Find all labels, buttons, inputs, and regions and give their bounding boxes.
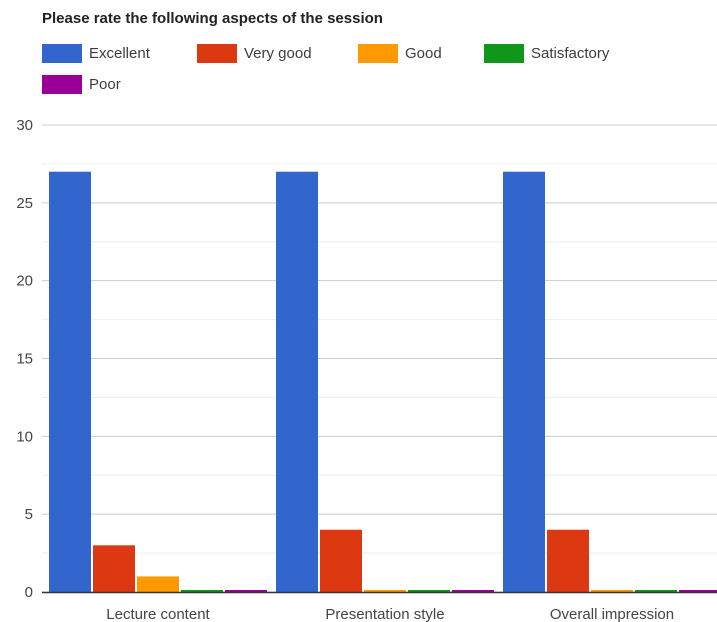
y-tick-label: 15 <box>16 351 33 368</box>
x-tick-label: Overall impression <box>550 606 674 622</box>
legend-label-good: Good <box>405 44 442 62</box>
legend-swatch-poor <box>42 74 82 94</box>
legend-label-poor: Poor <box>89 75 121 93</box>
bar-layer <box>49 171 717 592</box>
bar <box>452 590 494 592</box>
bar <box>93 545 135 592</box>
chart-legend: Excellent Very good Good Satisfactory Po… <box>42 0 702 100</box>
bar <box>276 171 318 592</box>
y-tick-label: 25 <box>16 195 33 212</box>
bar <box>503 171 545 592</box>
bar <box>137 576 179 592</box>
y-tick-label: 0 <box>25 584 33 601</box>
x-tick-label: Presentation style <box>325 606 444 622</box>
legend-swatch-excellent <box>42 43 82 63</box>
legend-item-very-good[interactable]: Very good <box>197 43 312 63</box>
legend-item-poor[interactable]: Poor <box>42 74 121 94</box>
legend-label-satisfactory: Satisfactory <box>531 44 610 62</box>
bar <box>547 529 589 592</box>
legend-swatch-satisfactory <box>484 43 524 63</box>
chart-title: Please rate the following aspects of the… <box>42 10 383 27</box>
bar <box>320 529 362 592</box>
axis-layer: 0 5 10 15 20 25 30 Lecture content Presentation … <box>16 117 717 622</box>
bar <box>591 590 633 592</box>
legend-swatch-very-good <box>197 43 237 63</box>
legend-item-satisfactory[interactable]: Satisfactory <box>484 43 609 63</box>
y-tick-label: 20 <box>16 273 33 290</box>
bar <box>49 171 91 592</box>
legend-label-very-good: Very good <box>244 44 312 62</box>
y-tick-label: 10 <box>16 428 33 445</box>
x-tick-label: Lecture content <box>106 606 210 622</box>
grid-layer <box>42 124 717 593</box>
bar <box>408 590 450 592</box>
y-tick-label: 5 <box>25 506 33 523</box>
legend-swatch-good <box>358 43 398 63</box>
bar <box>181 590 223 592</box>
legend-label-excellent: Excellent <box>89 44 150 62</box>
bar <box>635 590 677 592</box>
legend-item-good[interactable]: Good <box>358 43 442 63</box>
bar <box>225 590 267 592</box>
bar <box>364 590 406 592</box>
y-tick-label: 30 <box>16 117 33 134</box>
legend-item-excellent[interactable]: Excellent <box>42 43 150 63</box>
bar <box>679 590 717 592</box>
